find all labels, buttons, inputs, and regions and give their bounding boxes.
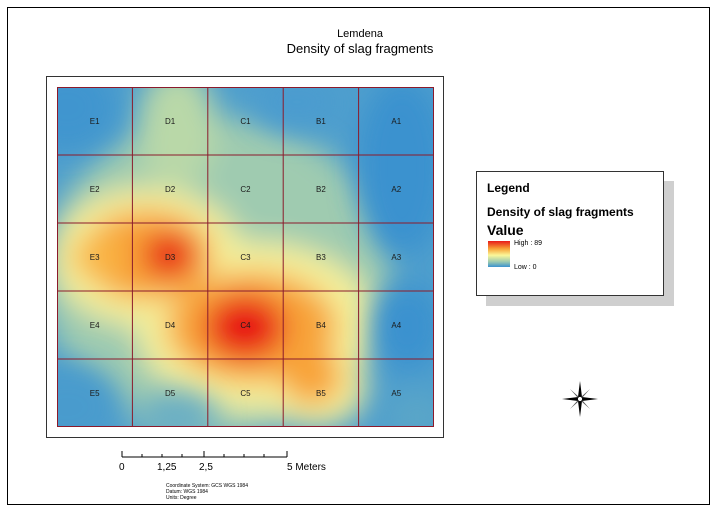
grid-cell-label: D1 xyxy=(165,117,176,126)
grid-cell-label: A4 xyxy=(391,321,401,330)
grid-cell-label: A5 xyxy=(391,389,401,398)
legend: Legend Density of slag fragments Value H… xyxy=(476,171,664,296)
grid-cell-label: C2 xyxy=(240,185,251,194)
scale-label-3: 5 Meters xyxy=(287,462,326,473)
grid-cell-label: D4 xyxy=(165,321,176,330)
grid-cell-label: B1 xyxy=(316,117,326,126)
grid-cell-label: B5 xyxy=(316,389,326,398)
legend-layer-name: Density of slag fragments xyxy=(487,205,634,219)
grid-cell-label: B4 xyxy=(316,321,326,330)
density-map: E1 D1 C1 B1 A1 E2 D2 C2 B2 A2 E3 D3 C3 B3 A3 E4 D4 C4 B4 A4… xyxy=(57,87,434,427)
grid-cell-label: E1 xyxy=(90,117,100,126)
scale-label-0: 0 xyxy=(119,462,125,473)
page-frame xyxy=(7,7,710,505)
map-title: Lemdena xyxy=(337,28,383,40)
scale-bar xyxy=(121,451,288,458)
grid-cell-label: D3 xyxy=(165,253,176,262)
density-blobs xyxy=(57,87,392,427)
grid-cell-label: C3 xyxy=(240,253,251,262)
scale-label-1: 1,25 xyxy=(157,462,177,473)
grid-cell-label: D5 xyxy=(165,389,176,398)
scale-label-2: 2,5 xyxy=(199,462,213,473)
legend-high-label: High : 89 xyxy=(514,240,543,247)
legend-low-label: Low : 0 xyxy=(514,264,537,271)
grid-labels: E1 D1 C1 B1 A1 E2 D2 C2 B2 A2 E3 D3 C3 B3 A3 E4 D4 C4 B4 A4… xyxy=(90,117,402,398)
grid-cell-label: E5 xyxy=(90,389,100,398)
legend-field: Value xyxy=(487,222,524,238)
grid-cell-label: A3 xyxy=(391,253,401,262)
coordinate-info: Coordinate System: GCS WGS 1984 Datum: W… xyxy=(166,483,248,501)
grid-cell-label: A1 xyxy=(391,117,401,126)
density-surface xyxy=(57,87,434,427)
grid-cell-label: B2 xyxy=(316,185,326,194)
legend-color-ramp xyxy=(488,241,510,267)
datum: Datum: WGS 1984 xyxy=(166,489,208,495)
legend-title: Legend xyxy=(487,181,530,195)
title-block: Lemdena Density of slag fragments xyxy=(250,28,470,57)
grid-cell-label: E4 xyxy=(90,321,100,330)
grid-cell-label: C5 xyxy=(240,389,251,398)
compass-rose-icon xyxy=(562,381,598,417)
grid-lines xyxy=(57,87,434,427)
map-subtitle: Density of slag fragments xyxy=(286,41,434,56)
units: Units: Degree xyxy=(166,495,197,501)
grid-cell-label: E3 xyxy=(90,253,100,262)
grid-cell-label: B3 xyxy=(316,253,326,262)
coordinate-system: Coordinate System: GCS WGS 1984 xyxy=(166,483,248,489)
grid-cell-label: E2 xyxy=(90,185,100,194)
grid-cell-label: C1 xyxy=(240,117,251,126)
grid-cell-label: A2 xyxy=(391,185,401,194)
low-density-areas xyxy=(57,87,434,427)
grid-cell-label: D2 xyxy=(165,185,176,194)
grid-cell-label: C4 xyxy=(240,321,251,330)
